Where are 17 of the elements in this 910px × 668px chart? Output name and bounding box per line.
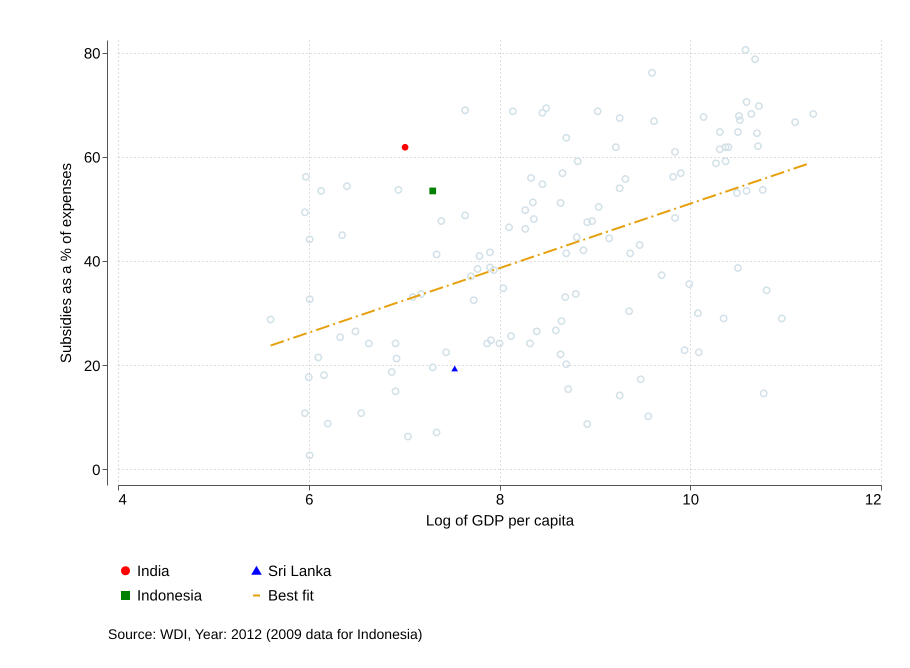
x-tick-label: 8 bbox=[496, 492, 504, 508]
y-tick-label: 40 bbox=[84, 254, 100, 271]
x-tick-label: 12 bbox=[864, 492, 882, 508]
y-tick-label: 60 bbox=[84, 150, 100, 167]
x-tick-label: 6 bbox=[305, 492, 314, 508]
legend-label: Indonesia bbox=[137, 588, 203, 604]
legend-label: India bbox=[137, 562, 170, 580]
legend-label: Best fit bbox=[268, 588, 315, 604]
y-tick-label: 80 bbox=[84, 46, 100, 63]
legend-label: Sri Lanka bbox=[268, 562, 332, 580]
x-tick-label: 10 bbox=[682, 492, 700, 508]
y-axis-title: Subsidies as a % of expenses bbox=[58, 162, 75, 364]
y-tick-label: 20 bbox=[84, 358, 100, 375]
x-tick-label: 4 bbox=[118, 492, 127, 508]
x-axis-title: Log of GDP per capita bbox=[426, 512, 575, 530]
source-note: Source: WDI, Year: 2012 (2009 data for Indonesia) bbox=[108, 626, 422, 642]
y-tick-label: 0 bbox=[92, 462, 100, 479]
